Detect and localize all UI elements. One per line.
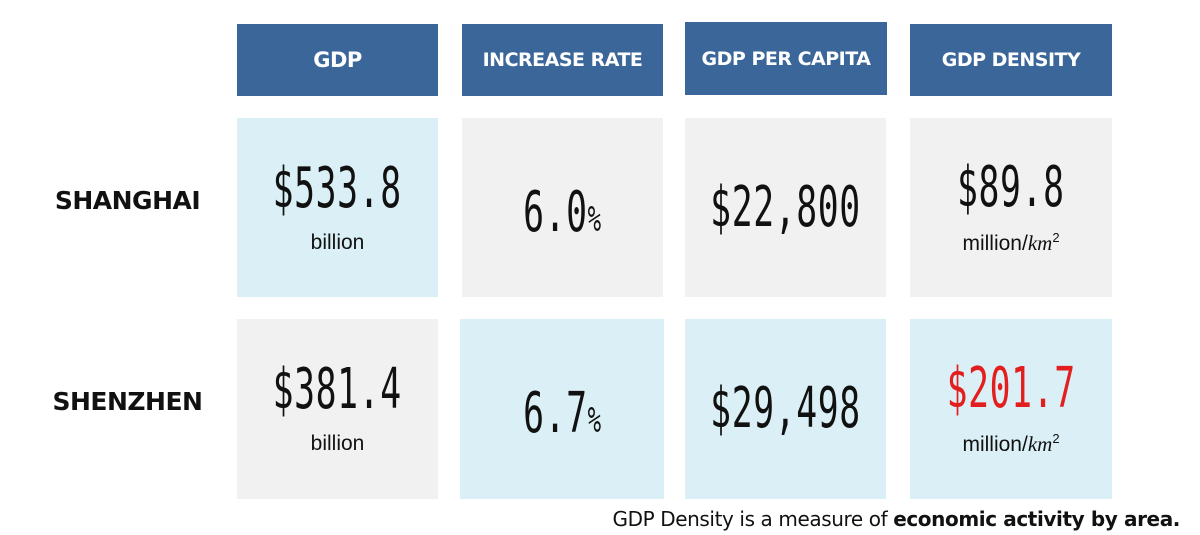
unit-prefix: million/ [962,231,1028,255]
cell-shenzhen-increase-rate: 6.7% [460,319,664,499]
cell-shenzhen-gdp-density: $201.7 million/km2 [910,319,1112,499]
footnote-emphasis: economic activity by area. [893,507,1180,531]
value-shenzhen-gdp-density: $201.7 [946,356,1076,421]
footnote: GDP Density is a measure of economic act… [540,507,1181,531]
value-shenzhen-gdp-per-capita: $29,498 [710,376,861,441]
value-shanghai-gdp-per-capita: $22,800 [710,174,861,240]
unit-prefix: million/ [962,433,1028,456]
unit-km: km [1027,230,1053,255]
column-header-gdp: GDP [237,24,438,96]
percent-sign: % [587,400,602,441]
value-shanghai-gdp: $533.8 [272,155,403,221]
row-label-shenzhen: SHENZHEN [52,387,203,416]
value-shanghai-increase-rate-number: 6.0 [523,179,588,245]
cell-shenzhen-gdp-per-capita: $29,498 [685,319,886,499]
footnote-text: GDP Density is a measure of [612,507,894,531]
unit-exponent: 2 [1052,229,1060,245]
cell-shanghai-gdp-per-capita: $22,800 [685,118,886,297]
cell-shanghai-increase-rate: 6.0% [462,118,663,297]
value-shenzhen-increase-rate: 6.7% [523,386,602,442]
unit-shenzhen-gdp-density: million/km2 [962,431,1059,457]
value-shanghai-increase-rate: 6.0% [523,184,602,241]
value-shenzhen-increase-rate-number: 6.7 [522,381,588,446]
unit-km: km [1027,432,1053,456]
unit-shenzhen-gdp: billion [310,432,365,455]
column-header-gdp-density: GDP DENSITY [910,24,1112,96]
column-header-gdp-per-capita: GDP PER CAPITA [685,22,887,95]
column-header-increase-rate: INCREASE RATE [462,24,663,96]
unit-exponent: 2 [1052,431,1060,446]
cell-shanghai-gdp: $533.8 billion [237,118,438,297]
value-shenzhen-gdp: $381.4 [272,357,403,422]
row-label-shanghai: SHANGHAI [54,186,201,215]
unit-shanghai-gdp: billion [310,230,365,254]
value-shanghai-gdp-density: $89.8 [957,154,1065,220]
percent-sign: % [587,198,602,240]
cell-shenzhen-gdp: $381.4 billion [237,319,438,499]
unit-shanghai-gdp-density: million/km2 [962,230,1059,256]
cell-shanghai-gdp-density: $89.8 million/km2 [910,118,1112,297]
